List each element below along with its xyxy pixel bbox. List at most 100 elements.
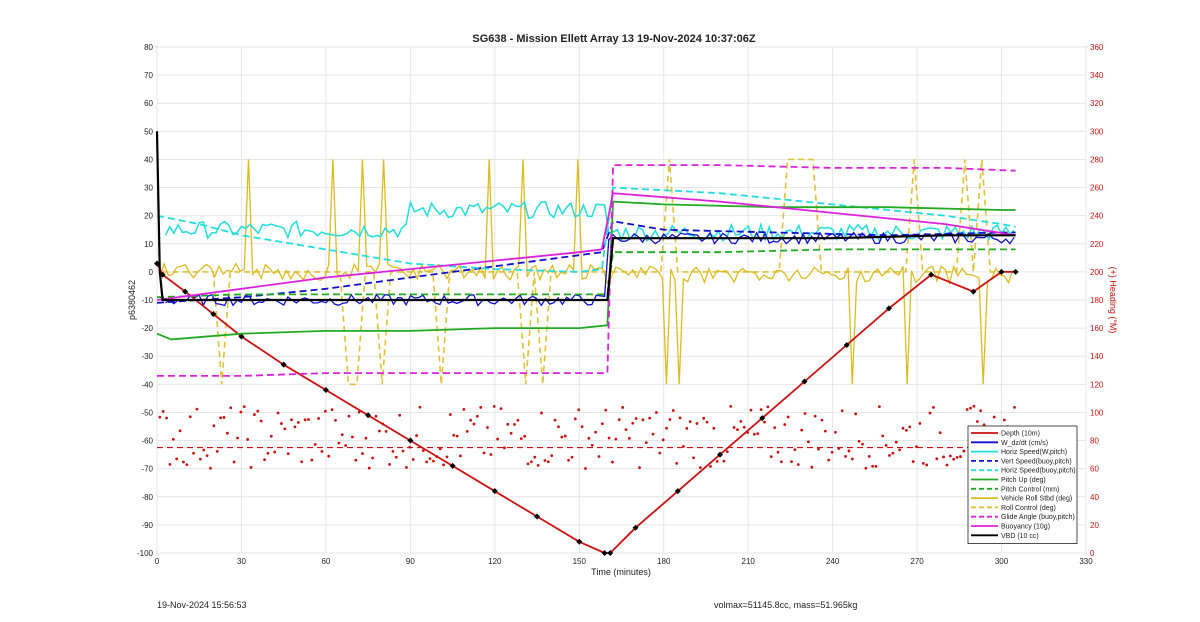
heading-dot <box>766 405 770 409</box>
y-tick-label: 70 <box>144 71 153 80</box>
depth-marker <box>449 462 456 469</box>
heading-dot <box>198 457 202 461</box>
heading-dot <box>161 409 165 413</box>
heading-dot <box>421 449 425 453</box>
heading-dot <box>763 420 766 424</box>
heading-dot <box>232 460 236 464</box>
heading-dot <box>584 467 587 470</box>
heading-dot <box>695 422 699 425</box>
heading-dot <box>810 465 814 469</box>
legend-label: Vert Speed(buoy,pitch) <box>1001 458 1072 465</box>
x-tick-label: 270 <box>910 557 924 566</box>
heading-dot <box>651 432 655 436</box>
heading-dot <box>310 458 314 462</box>
y-axis-label: p6380462 <box>127 280 137 320</box>
heading-dot <box>850 457 854 461</box>
y2-tick-label: 60 <box>1090 465 1099 474</box>
heading-dot <box>962 449 966 453</box>
heading-dot <box>631 421 635 425</box>
heading-dot <box>617 418 621 422</box>
heading-dot <box>256 409 260 413</box>
heading-dot <box>323 409 327 413</box>
heading-dot <box>891 451 895 455</box>
heading-dot <box>502 446 506 450</box>
heading-dot <box>648 416 652 420</box>
heading-dot <box>303 418 307 422</box>
series-line-3 <box>156 200 1016 341</box>
heading-dot <box>820 418 824 422</box>
y-tick-label: -60 <box>141 437 153 446</box>
heading-dot <box>621 406 625 409</box>
y2-tick-label: 200 <box>1090 268 1104 277</box>
series-line-4 <box>156 248 1016 299</box>
heading-dot <box>573 417 577 421</box>
heading-dot <box>698 466 702 470</box>
heading-dot <box>712 426 716 430</box>
heading-dot <box>793 448 797 452</box>
heading-dot <box>327 454 331 458</box>
heading-dot <box>455 434 459 438</box>
heading-dot <box>577 408 581 412</box>
y-tick-label: -80 <box>141 493 153 502</box>
series-line-1 <box>156 220 1016 304</box>
heading-dot <box>209 466 212 470</box>
heading-dot <box>1002 418 1006 422</box>
y2-tick-label: 140 <box>1090 352 1104 361</box>
legend-label: W_dz/dt (cm/s) <box>1001 440 1048 447</box>
heading-dot <box>428 457 432 461</box>
y-tick-label: -90 <box>141 521 153 530</box>
y2-tick-label: 220 <box>1090 240 1104 249</box>
heading-dot <box>874 465 878 468</box>
heading-dot <box>871 464 875 468</box>
heading-dot <box>479 406 483 409</box>
heading-dot <box>955 455 959 459</box>
y-tick-label: -40 <box>141 380 153 389</box>
heading-dot <box>709 464 712 468</box>
heading-dot <box>813 414 817 418</box>
heading-dot <box>222 416 226 419</box>
y-tick-label: 20 <box>144 212 153 221</box>
heading-dot <box>320 450 324 453</box>
x-axis-label: Time (minutes) <box>591 567 651 577</box>
y2-tick-label: 320 <box>1090 99 1104 108</box>
heading-dot <box>489 453 493 456</box>
heading-dot <box>705 420 709 424</box>
heading-dot <box>752 432 756 436</box>
heading-dot <box>982 423 986 427</box>
y-tick-label: 0 <box>149 268 154 277</box>
heading-dot <box>644 441 648 445</box>
heading-dot <box>448 413 452 416</box>
heading-dot <box>759 408 763 412</box>
heading-dot <box>972 404 976 408</box>
heading-dot <box>1013 405 1016 409</box>
heading-dot <box>536 463 540 467</box>
heading-dot <box>655 411 658 414</box>
y-tick-label: 10 <box>144 240 153 249</box>
x-tick-label: 90 <box>406 557 415 566</box>
heading-dot <box>513 423 516 426</box>
heading-dot <box>492 404 496 408</box>
heading-dot <box>904 428 908 432</box>
heading-dot <box>888 454 891 457</box>
legend-label: Pitch Control (mm) <box>1001 486 1059 493</box>
y-tick-label: 60 <box>144 99 153 108</box>
heading-dot <box>462 407 466 411</box>
y2-tick-label: 260 <box>1090 184 1104 193</box>
y2-tick-label: 100 <box>1090 408 1104 417</box>
legend-label: Horiz Speed(buoy,pitch) <box>1001 468 1076 475</box>
heading-dot <box>661 438 665 442</box>
legend-label: Pitch Up (deg) <box>1001 477 1046 484</box>
heading-dot <box>942 455 945 459</box>
heading-dot <box>317 417 320 420</box>
heading-dot <box>725 450 729 454</box>
heading-dot <box>979 409 983 413</box>
heading-dot <box>959 455 962 458</box>
y-tick-label: -100 <box>137 549 154 558</box>
series-line-0 <box>156 263 1016 554</box>
heading-dot <box>263 458 266 462</box>
heading-dot <box>253 413 256 416</box>
y2-tick-label: 180 <box>1090 296 1104 305</box>
heading-dot <box>749 408 753 412</box>
heading-dot <box>276 411 280 415</box>
y-tick-label: -50 <box>141 408 153 417</box>
